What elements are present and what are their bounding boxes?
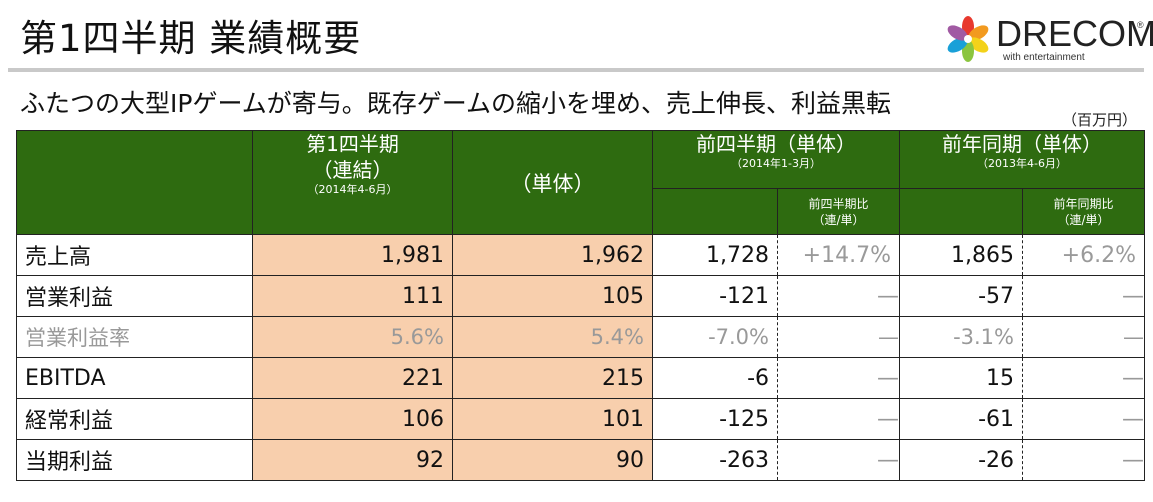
logo-registered-mark: ®	[1137, 20, 1144, 30]
single-value: 90	[453, 440, 653, 481]
results-table: 第1四半期 （連結） （2014年4-6月） （単体） 前四半期（単体） （20…	[16, 130, 1145, 481]
consolidated-value: 111	[253, 276, 453, 317]
prev-quarter-value: -125	[653, 399, 778, 440]
prev-year-ratio: —	[1023, 358, 1145, 399]
header-consolidated: 第1四半期 （連結） （2014年4-6月）	[253, 131, 453, 235]
table-row: 当期利益 92 90 -263 — -26 —	[17, 440, 1145, 481]
single-value: 1,962	[453, 235, 653, 276]
row-label: 営業利益率	[17, 317, 253, 358]
unit-label: （百万円）	[1062, 109, 1137, 130]
header-prev-year-period: （2013年4-6月）	[900, 157, 1144, 171]
header-prev-year-title: 前年同期（単体）	[900, 131, 1144, 157]
logo-wordmark: DRECOM	[996, 16, 1153, 52]
consolidated-value: 1,981	[253, 235, 453, 276]
header-row: 第1四半期 （連結） （2014年4-6月） （単体） 前四半期（単体） （20…	[17, 131, 1145, 189]
table-row: 売上高 1,981 1,962 1,728 +14.7% 1,865 +6.2%	[17, 235, 1145, 276]
header-prev-quarter-ratio-label: 前四半期比	[778, 196, 899, 212]
prev-year-value: 15	[900, 358, 1023, 399]
header-prev-year-ratio-label: 前年同期比	[1023, 196, 1144, 212]
header-consolidated-subtitle: （連結）	[253, 157, 452, 183]
prev-year-ratio: +6.2%	[1023, 235, 1145, 276]
consolidated-value: 106	[253, 399, 453, 440]
table-row: 経常利益 106 101 -125 — -61 —	[17, 399, 1145, 440]
prev-quarter-ratio: —	[778, 276, 900, 317]
table-row: 営業利益 111 105 -121 — -57 —	[17, 276, 1145, 317]
header-single-title: （単体）	[511, 172, 595, 196]
consolidated-value: 92	[253, 440, 453, 481]
single-value: 215	[453, 358, 653, 399]
header-single: （単体）	[453, 131, 653, 235]
prev-quarter-value: -121	[653, 276, 778, 317]
prev-quarter-ratio: +14.7%	[778, 235, 900, 276]
single-value: 101	[453, 399, 653, 440]
row-label: EBITDA	[17, 358, 253, 399]
prev-year-ratio: —	[1023, 317, 1145, 358]
header-prev-quarter-value-cell	[653, 189, 778, 235]
prev-year-value: -57	[900, 276, 1023, 317]
prev-year-value: -61	[900, 399, 1023, 440]
header-prev-year-ratio-sub: （連/単）	[1023, 212, 1144, 228]
header-prev-year: 前年同期（単体） （2013年4-6月）	[900, 131, 1145, 189]
row-label: 売上高	[17, 235, 253, 276]
header-prev-quarter-ratio: 前四半期比 （連/単）	[778, 189, 900, 235]
header-prev-quarter-period: （2014年1-3月）	[653, 157, 899, 171]
header-prev-quarter-title: 前四半期（単体）	[653, 131, 899, 157]
page-subtitle: ふたつの大型IPゲームが寄与。既存ゲームの縮小を埋め、売上伸長、利益黒転	[20, 84, 891, 120]
prev-quarter-value: 1,728	[653, 235, 778, 276]
prev-quarter-value: -263	[653, 440, 778, 481]
prev-year-ratio: —	[1023, 399, 1145, 440]
prev-quarter-ratio: —	[778, 317, 900, 358]
single-value: 5.4%	[453, 317, 653, 358]
consolidated-value: 221	[253, 358, 453, 399]
prev-year-value: -3.1%	[900, 317, 1023, 358]
pinwheel-logo-icon	[943, 14, 993, 64]
row-label: 営業利益	[17, 276, 253, 317]
prev-year-ratio: —	[1023, 276, 1145, 317]
prev-quarter-ratio: —	[778, 440, 900, 481]
header-prev-quarter-ratio-sub: （連/単）	[778, 212, 899, 228]
single-value: 105	[453, 276, 653, 317]
table-row: 営業利益率 5.6% 5.4% -7.0% — -3.1% —	[17, 317, 1145, 358]
prev-quarter-ratio: —	[778, 399, 900, 440]
page-title: 第1四半期 業績概要	[20, 8, 361, 62]
prev-quarter-value: -6	[653, 358, 778, 399]
row-label: 当期利益	[17, 440, 253, 481]
title-divider	[8, 68, 1144, 72]
prev-quarter-value: -7.0%	[653, 317, 778, 358]
header-prev-quarter: 前四半期（単体） （2014年1-3月）	[653, 131, 900, 189]
header-label-cell	[17, 131, 253, 235]
row-label: 経常利益	[17, 399, 253, 440]
drecom-logo: DRECOM ® with entertainment	[943, 14, 1148, 66]
header-prev-year-value-cell	[900, 189, 1023, 235]
logo-tagline: with entertainment	[1003, 52, 1085, 63]
header-consolidated-title: 第1四半期	[253, 131, 452, 157]
prev-year-value: 1,865	[900, 235, 1023, 276]
header-prev-year-ratio: 前年同期比 （連/単）	[1023, 189, 1145, 235]
header-consolidated-period: （2014年4-6月）	[253, 183, 452, 197]
prev-year-value: -26	[900, 440, 1023, 481]
prev-year-ratio: —	[1023, 440, 1145, 481]
prev-quarter-ratio: —	[778, 358, 900, 399]
table-row: EBITDA 221 215 -6 — 15 —	[17, 358, 1145, 399]
consolidated-value: 5.6%	[253, 317, 453, 358]
